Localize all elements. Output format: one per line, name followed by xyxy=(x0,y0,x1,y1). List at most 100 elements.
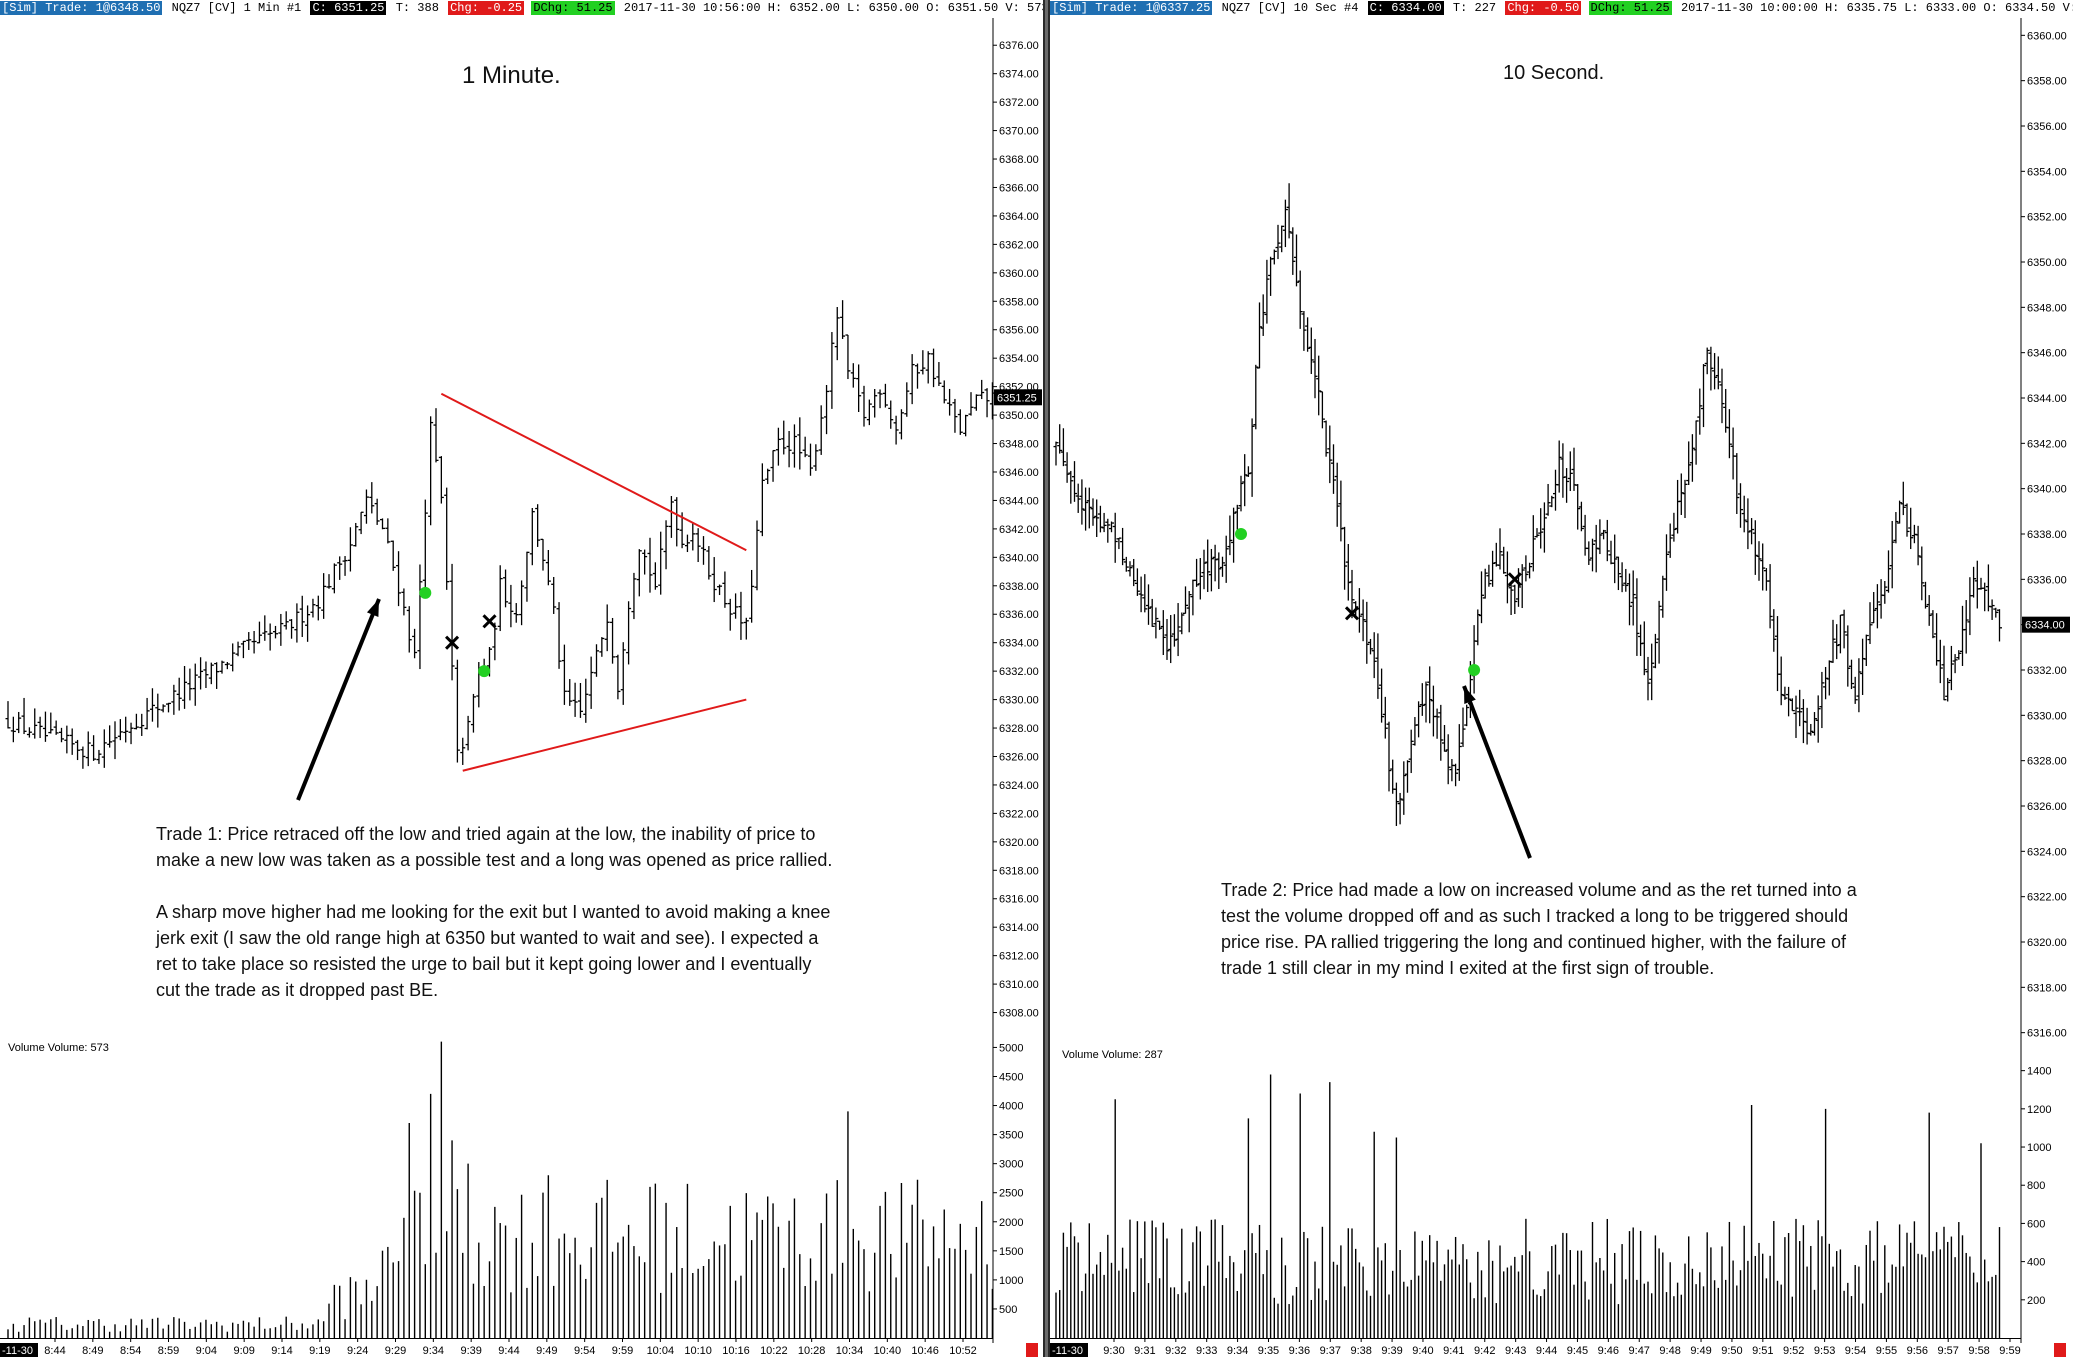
ohlc-bar xyxy=(59,727,64,743)
ohlc-bar xyxy=(1194,558,1200,587)
ohlc-bar xyxy=(454,659,460,763)
pane-splitter[interactable] xyxy=(1043,0,1050,1357)
ohlc-bar xyxy=(701,536,706,565)
ohlc-bar xyxy=(529,508,535,566)
ohlc-bar xyxy=(829,332,835,409)
ohlc-bar xyxy=(1538,508,1544,549)
ohlc-bar xyxy=(1752,520,1758,575)
time-tick-label: 10:04 xyxy=(647,1345,675,1357)
ohlc-bar xyxy=(508,584,514,628)
price-tick-label: 6340.00 xyxy=(999,552,1039,564)
time-tick-label: 9:47 xyxy=(1629,1345,1650,1357)
price-tick-label: 6344.00 xyxy=(999,495,1039,507)
ohlc-bar xyxy=(1867,602,1873,645)
chart-canvas[interactable]: 6316.00 6318.00 6320.00 6322.00 6324.00 6326.… xyxy=(1050,0,2073,1357)
ohlc-bar xyxy=(882,383,888,408)
trade-note: Trade 2: Price had made a low on increas… xyxy=(1221,877,1961,981)
time-tick-label: 9:40 xyxy=(1412,1345,1433,1357)
time-tick-label: 9:51 xyxy=(1752,1345,1773,1357)
entry-marker xyxy=(1235,528,1247,540)
exit-marker xyxy=(482,614,497,629)
price-tick-label: 6320.00 xyxy=(999,837,1039,849)
ohlc-bar xyxy=(353,522,359,547)
time-tick-label: 10:22 xyxy=(760,1345,788,1357)
ohlc-bar xyxy=(1871,592,1877,624)
time-tick-label: 8:59 xyxy=(158,1345,179,1357)
ohlc-bar xyxy=(1475,609,1481,646)
ohlc-bar xyxy=(791,424,797,468)
ohlc-bar xyxy=(577,682,583,718)
ohlc-bar xyxy=(1072,461,1077,502)
ohlc-bar xyxy=(1834,624,1840,660)
price-tick-label: 6330.00 xyxy=(999,695,1039,707)
chart-canvas[interactable]: 6308.00 6310.00 6312.00 6314.00 6316.00 6318.… xyxy=(0,0,1043,1357)
ohlc-bar xyxy=(957,409,963,435)
ohlc-bar xyxy=(915,363,920,389)
ohlc-bar xyxy=(1331,444,1336,494)
chart-pane-1min[interactable]: [Sim] Trade: 1@6348.50 NQZ7 [CV] 1 Min #… xyxy=(0,0,1043,1357)
ohlc-bar xyxy=(797,417,803,470)
ohlc-bar xyxy=(123,716,129,743)
volume-tick-label: 3000 xyxy=(999,1159,1023,1171)
ohlc-bar xyxy=(840,300,846,339)
ohlc-bar xyxy=(492,622,498,661)
trendline xyxy=(462,698,747,772)
ohlc-bar xyxy=(1786,686,1792,717)
ohlc-bar xyxy=(1493,542,1499,567)
ohlc-bar xyxy=(1586,541,1592,565)
ohlc-bar xyxy=(1171,614,1177,647)
price-tick-label: 6366.00 xyxy=(999,182,1039,194)
ohlc-bar xyxy=(337,556,343,580)
time-tick-label: 9:55 xyxy=(1876,1345,1897,1357)
time-tick-label: 9:35 xyxy=(1258,1345,1279,1357)
ohlc-bar xyxy=(1101,512,1107,533)
chart-pane-10sec[interactable]: [Sim] Trade: 1@6337.25 NQZ7 [CV] 10 Sec … xyxy=(1050,0,2073,1357)
price-tick-label: 6318.00 xyxy=(2027,982,2067,994)
ohlc-bar xyxy=(16,711,22,734)
ohlc-bar xyxy=(53,720,59,735)
ohlc-bar xyxy=(802,436,808,458)
ohlc-bar xyxy=(1911,524,1917,544)
ohlc-bar xyxy=(192,663,198,706)
ohlc-bar xyxy=(1160,610,1166,656)
ohlc-bar xyxy=(626,601,632,665)
ohlc-bar xyxy=(1645,656,1651,701)
ohlc-bar xyxy=(1952,654,1958,674)
ohlc-bar xyxy=(674,497,680,547)
ohlc-bar xyxy=(1874,584,1880,629)
ohlc-bar xyxy=(1667,523,1673,558)
ohlc-bar xyxy=(262,615,268,641)
ohlc-bar xyxy=(1682,479,1688,519)
ohlc-bar xyxy=(1360,599,1366,642)
ohlc-bar xyxy=(160,704,166,713)
ohlc-bar xyxy=(1930,610,1936,639)
ohlc-bar xyxy=(813,444,819,471)
price-tick-label: 6336.00 xyxy=(999,609,1039,621)
ohlc-bar xyxy=(1264,259,1270,324)
price-tick-label: 6346.00 xyxy=(2027,348,2067,360)
volume-tick-label: 2000 xyxy=(999,1217,1023,1229)
ohlc-bar xyxy=(743,617,749,640)
price-tick-label: 6320.00 xyxy=(2027,937,2067,949)
ohlc-bar xyxy=(535,504,541,547)
volume-tick-label: 500 xyxy=(999,1304,1017,1316)
ohlc-bar xyxy=(1615,556,1621,591)
ohlc-bar xyxy=(305,605,311,642)
ohlc-bar xyxy=(765,468,771,485)
ohlc-bar xyxy=(1164,618,1170,660)
volume-tick-label: 1400 xyxy=(2027,1066,2051,1078)
time-tick-label: 9:29 xyxy=(385,1345,406,1357)
price-tick-label: 6338.00 xyxy=(2027,529,2067,541)
volume-tick-label: 1200 xyxy=(2027,1104,2051,1116)
ohlc-bar xyxy=(256,621,262,644)
price-tick-label: 6358.00 xyxy=(2027,76,2067,88)
ohlc-bar xyxy=(358,511,364,535)
ohlc-bar xyxy=(1053,441,1059,466)
ohlc-bar xyxy=(1375,633,1381,699)
ohlc-bar xyxy=(872,388,878,418)
price-tick-label: 6342.00 xyxy=(2027,438,2067,450)
ohlc-bar xyxy=(1290,227,1296,275)
ohlc-bar xyxy=(749,569,755,623)
ohlc-bar xyxy=(32,708,38,739)
ohlc-bar xyxy=(1212,544,1218,582)
